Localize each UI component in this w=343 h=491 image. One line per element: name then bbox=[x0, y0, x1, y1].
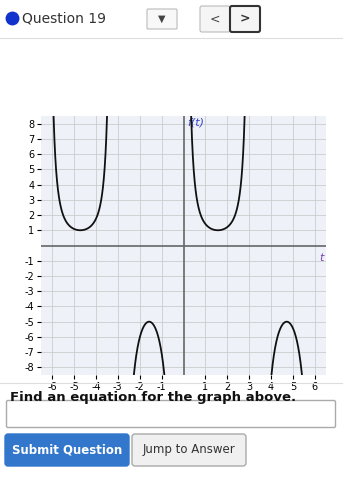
Text: t: t bbox=[319, 253, 324, 263]
Text: <: < bbox=[210, 12, 220, 26]
Text: f(t): f(t) bbox=[187, 117, 204, 128]
Text: ▼: ▼ bbox=[158, 14, 166, 24]
FancyBboxPatch shape bbox=[7, 401, 335, 428]
FancyBboxPatch shape bbox=[200, 6, 230, 32]
FancyBboxPatch shape bbox=[132, 434, 246, 466]
FancyBboxPatch shape bbox=[230, 6, 260, 32]
Text: Submit Question: Submit Question bbox=[12, 443, 122, 457]
Text: Jump to Answer: Jump to Answer bbox=[143, 443, 235, 457]
FancyBboxPatch shape bbox=[5, 434, 129, 466]
FancyBboxPatch shape bbox=[147, 9, 177, 29]
Text: Question 19: Question 19 bbox=[22, 11, 106, 25]
Text: >: > bbox=[240, 12, 250, 26]
Text: Find an equation for the graph above.: Find an equation for the graph above. bbox=[10, 391, 296, 404]
